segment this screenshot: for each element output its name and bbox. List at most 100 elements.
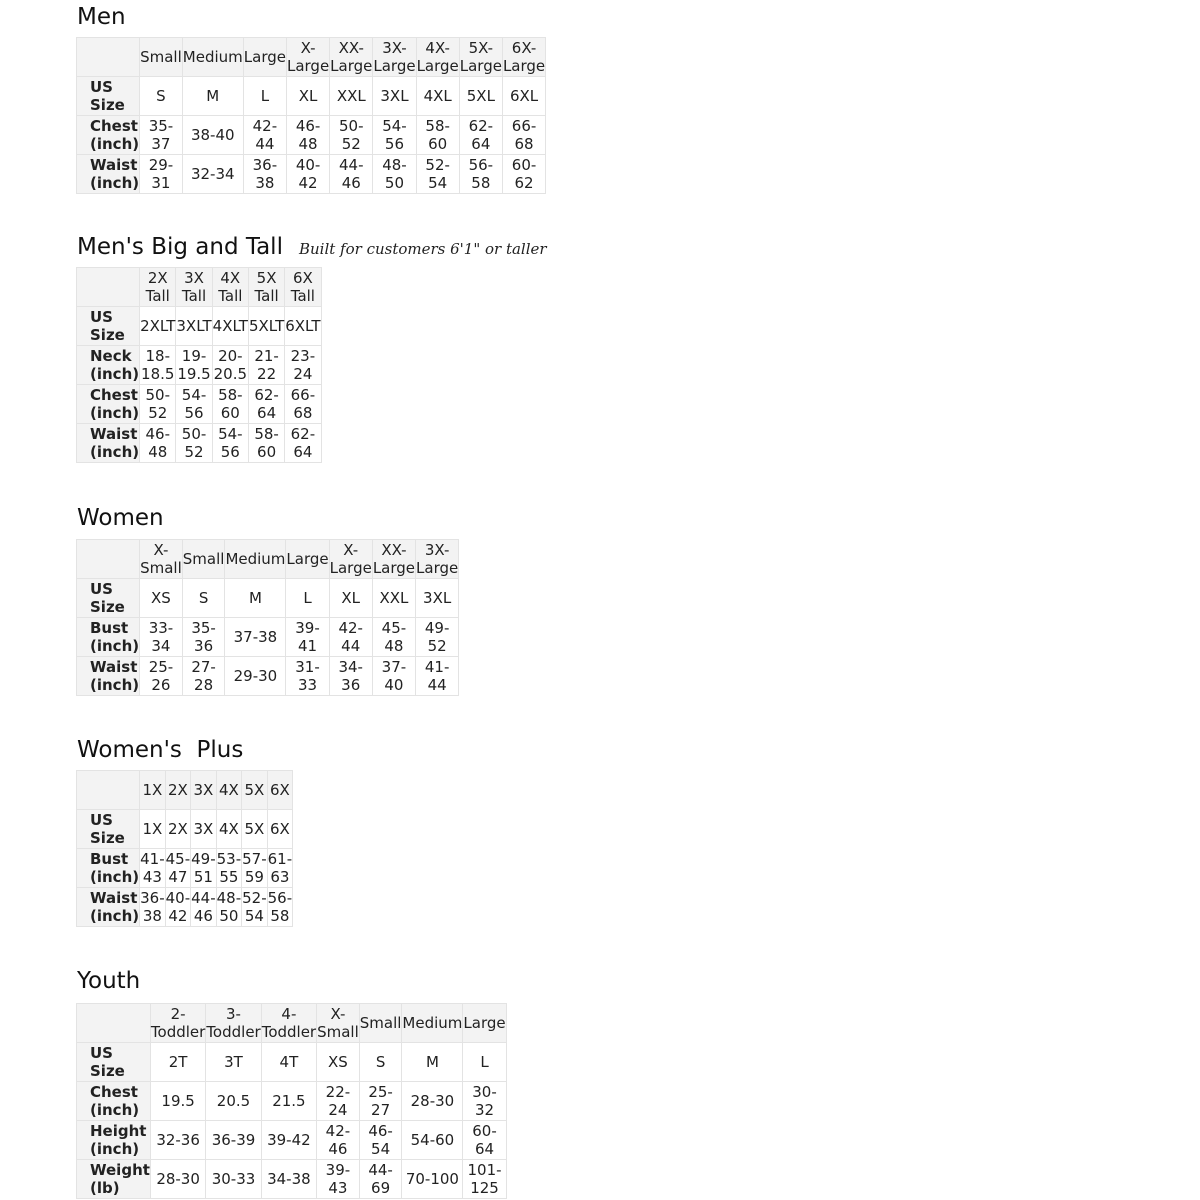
- column-header: 3X-Large: [372, 37, 417, 77]
- table-row: US Size 2XLT 3XLT 4XLT 5XLT 6XLT: [75, 306, 322, 346]
- section-subtitle: Built for customers 6'1" or taller: [298, 240, 547, 258]
- table-cell: 4XLT: [211, 306, 249, 346]
- table-cell: 56-58: [458, 154, 503, 194]
- table-cell: 22-24: [316, 1081, 360, 1121]
- row-label: US Size: [75, 76, 141, 116]
- table-row: Chest (inch) 50-52 54-56 58-60 62-64 66-68: [75, 384, 322, 424]
- table-cell: M: [401, 1042, 464, 1082]
- table-cell: 62-64: [247, 384, 286, 424]
- table-cell: 19.5: [149, 1081, 207, 1121]
- table-cell: 2X: [164, 809, 192, 849]
- table-cell: 66-68: [284, 384, 322, 424]
- size-table: 2-Toddler 3-Toddler 4-Toddler X-Small Small M…: [76, 1003, 507, 1199]
- row-label: Bust (inch): [75, 848, 141, 888]
- column-header: Small: [358, 1003, 403, 1043]
- table-cell: 40-42: [285, 154, 331, 194]
- column-header: XX-Large: [329, 37, 374, 77]
- table-cell: 20-20.5: [211, 345, 249, 385]
- table-cell: 38-40: [181, 115, 244, 155]
- table-row: Waist (inch) 29-31 32-34 36-38 40-42 44-46 48-…: [75, 154, 547, 194]
- table-cell: 46-54: [358, 1120, 403, 1160]
- table-cell: 3T: [205, 1042, 262, 1082]
- row-label: Neck (inch): [75, 345, 141, 385]
- column-header: 3X-Large: [415, 539, 460, 579]
- table-cell: 28-30: [149, 1159, 207, 1199]
- table-cell: 39-41: [285, 617, 330, 657]
- table-cell: 45-48: [371, 617, 417, 657]
- table-cell: 31-33: [285, 656, 330, 696]
- corner-cell: [75, 267, 141, 307]
- section-title: Women: [77, 505, 164, 531]
- table-cell: 62-64: [284, 423, 322, 463]
- corner-cell: [75, 37, 141, 77]
- table-cell: 35-37: [139, 115, 183, 155]
- column-header: 6X-Large: [501, 37, 547, 77]
- section-title: Women's Plus: [77, 737, 243, 763]
- table-cell: 49-52: [415, 617, 460, 657]
- table-cell: 29-31: [139, 154, 183, 194]
- size-table: 2X Tall 3X Tall 4X Tall 5X Tall 6X Tall US Si…: [75, 267, 322, 463]
- column-header: 5X: [241, 770, 268, 810]
- row-label: Waist (inch): [75, 656, 141, 696]
- table-cell: 42-46: [316, 1120, 360, 1160]
- table-cell: 37-40: [371, 656, 417, 696]
- column-header: 4X: [215, 770, 243, 810]
- table-cell: 58-60: [247, 423, 286, 463]
- corner-cell: [75, 539, 141, 579]
- column-header: 4-Toddler: [260, 1003, 318, 1043]
- table-cell: 54-56: [175, 384, 213, 424]
- section-title: Men's Big and Tall Built for customers 6'…: [77, 234, 547, 260]
- size-table: X-Small Small Medium Large X-Large XX-Large 3X…: [75, 539, 460, 696]
- table-cell: 23-24: [284, 345, 322, 385]
- table-cell: XXL: [329, 76, 374, 116]
- column-header: 5X-Large: [458, 37, 503, 77]
- table-cell: 19-19.5: [175, 345, 213, 385]
- column-header: X-Large: [285, 37, 331, 77]
- header-row: 2X Tall 3X Tall 4X Tall 5X Tall 6X Tall: [75, 267, 322, 307]
- table-cell: 48-50: [215, 887, 243, 927]
- table-cell: S: [358, 1042, 403, 1082]
- table-cell: 3XLT: [175, 306, 213, 346]
- header-row: 1X 2X 3X 4X 5X 6X: [75, 770, 294, 810]
- table-cell: 4T: [260, 1042, 318, 1082]
- column-header: Small: [181, 539, 226, 579]
- table-cell: XS: [139, 578, 183, 618]
- table-cell: 39-43: [316, 1159, 360, 1199]
- table-cell: 29-30: [224, 656, 287, 696]
- table-cell: 6XLT: [284, 306, 322, 346]
- table-cell: 41-43: [139, 848, 166, 888]
- table-cell: 58-60: [415, 115, 460, 155]
- table-cell: 42-44: [242, 115, 287, 155]
- table-cell: 30-32: [462, 1081, 507, 1121]
- column-header: 2-Toddler: [149, 1003, 207, 1043]
- column-header: 3X: [190, 770, 217, 810]
- table-cell: 36-39: [205, 1120, 262, 1160]
- size-table: 1X 2X 3X 4X 5X 6X US Size 1X 2X 3X 4X 5X 6X Bust (inc…: [75, 770, 294, 927]
- table-cell: 4X: [215, 809, 243, 849]
- header-row: 2-Toddler 3-Toddler 4-Toddler X-Small Small M…: [76, 1003, 507, 1043]
- table-cell: 25-26: [139, 656, 183, 696]
- column-header: Large: [462, 1003, 507, 1043]
- column-header: 4X-Large: [415, 37, 460, 77]
- table-cell: 48-50: [372, 154, 417, 194]
- table-cell: M: [181, 76, 244, 116]
- table-cell: XXL: [371, 578, 417, 618]
- table-cell: 54-60: [401, 1120, 464, 1160]
- corner-cell: [76, 1003, 151, 1043]
- table-cell: 35-36: [181, 617, 226, 657]
- table-cell: 36-38: [242, 154, 287, 194]
- column-header: Medium: [224, 539, 287, 579]
- column-header: 3X Tall: [175, 267, 213, 307]
- column-header: 6X: [266, 770, 294, 810]
- section-title-text: Women's Plus: [77, 737, 244, 763]
- header-row: X-Small Small Medium Large X-Large XX-Large 3X…: [75, 539, 460, 579]
- table-cell: 42-44: [328, 617, 373, 657]
- table-row: US Size XS S M L XL XXL 3XL: [75, 578, 460, 618]
- table-cell: 28-30: [401, 1081, 464, 1121]
- table-cell: 57-59: [241, 848, 268, 888]
- table-cell: 40-42: [164, 887, 192, 927]
- column-header: 6X Tall: [284, 267, 322, 307]
- table-cell: 52-54: [415, 154, 460, 194]
- section-title: Men: [77, 4, 126, 30]
- row-label: Waist (inch): [75, 423, 141, 463]
